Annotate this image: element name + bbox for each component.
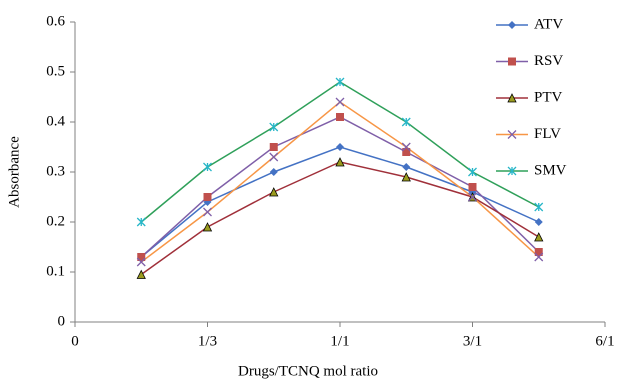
legend-marker xyxy=(508,57,516,66)
data-point xyxy=(269,187,279,197)
data-point xyxy=(468,167,477,177)
data-point xyxy=(534,252,544,262)
y-tick-label: 0.3 xyxy=(46,163,65,179)
data-point xyxy=(336,113,344,121)
data-point xyxy=(402,148,411,156)
x-tick-label: 3/1 xyxy=(463,333,482,349)
data-point xyxy=(269,143,278,151)
data-point xyxy=(203,207,212,217)
series-line xyxy=(140,116,540,258)
x-tick-label: 6/1 xyxy=(595,333,614,349)
y-tick-label: 0.2 xyxy=(46,213,65,229)
legend-label: PTV xyxy=(534,89,563,105)
data-point xyxy=(136,217,146,227)
data-point xyxy=(401,172,411,182)
y-axis-label: Absorbance xyxy=(6,136,22,208)
y-tick-label: 0.5 xyxy=(46,63,65,79)
data-point xyxy=(269,122,279,132)
series-line xyxy=(140,101,540,263)
data-point xyxy=(401,117,411,127)
data-point xyxy=(534,218,543,226)
legend-marker xyxy=(507,130,517,139)
x-tick-label: 1/3 xyxy=(198,333,217,349)
data-point xyxy=(534,248,543,256)
data-point xyxy=(534,232,544,242)
legend-label: RSV xyxy=(534,53,563,69)
data-point xyxy=(335,97,345,107)
x-tick-label: 0 xyxy=(71,333,79,349)
series-line xyxy=(140,161,540,276)
data-point xyxy=(335,77,345,87)
y-tick-label: 0.1 xyxy=(46,263,65,279)
data-point xyxy=(203,193,212,201)
data-point xyxy=(401,142,411,152)
legend-marker xyxy=(507,166,517,176)
data-point xyxy=(269,168,278,176)
legend-marker xyxy=(507,93,517,103)
data-point xyxy=(335,157,345,167)
data-point xyxy=(137,253,146,261)
data-point xyxy=(202,222,213,232)
data-point xyxy=(468,183,477,191)
data-point xyxy=(136,257,146,267)
data-point xyxy=(203,162,212,172)
data-point xyxy=(534,202,544,212)
y-tick-label: 0.6 xyxy=(46,13,65,29)
x-tick-label: 1/1 xyxy=(330,333,349,349)
data-point xyxy=(336,143,344,151)
data-point xyxy=(269,152,279,162)
legend-label: SMV xyxy=(534,162,567,178)
data-point xyxy=(468,192,477,202)
y-tick-label: 0 xyxy=(58,313,66,329)
data-point xyxy=(402,163,411,171)
legend-label: ATV xyxy=(534,16,563,32)
y-tick-label: 0.4 xyxy=(46,113,65,129)
legend-label: FLV xyxy=(534,126,561,142)
x-axis-label: Drugs/TCNQ mol ratio xyxy=(238,363,378,379)
data-point xyxy=(136,269,146,279)
legend-marker xyxy=(508,21,516,29)
